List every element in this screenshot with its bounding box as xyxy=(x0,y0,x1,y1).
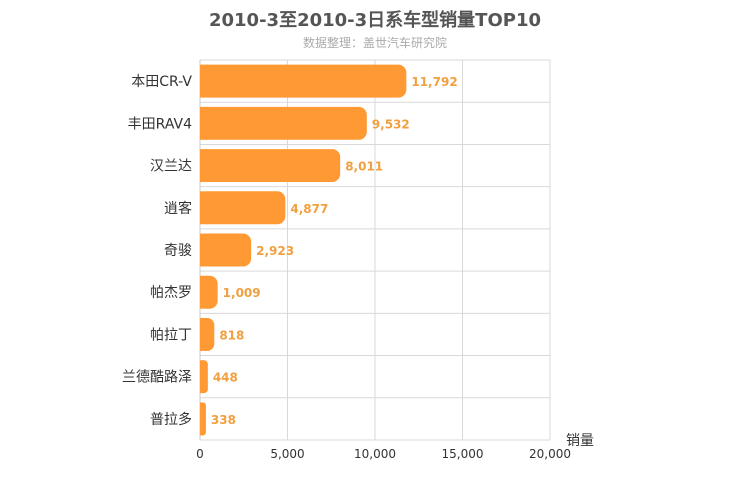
category-label: 奇骏 xyxy=(164,242,192,259)
bar xyxy=(200,107,367,140)
x-tick-label: 5,000 xyxy=(270,447,304,461)
value-label: 2,923 xyxy=(256,244,294,258)
value-label: 4,877 xyxy=(290,202,328,216)
bar-edge xyxy=(200,402,203,435)
value-label: 9,532 xyxy=(372,117,410,131)
value-label: 338 xyxy=(211,413,236,427)
category-label: 普拉多 xyxy=(150,411,192,428)
x-tick-label: 20,000 xyxy=(529,447,571,461)
bar xyxy=(200,191,285,224)
bar xyxy=(200,149,340,182)
bar-edge xyxy=(200,107,208,140)
x-tick-label: 15,000 xyxy=(442,447,484,461)
bar xyxy=(200,65,406,98)
value-label: 818 xyxy=(219,328,244,342)
value-label: 8,011 xyxy=(345,160,383,174)
x-tick-label: 0 xyxy=(196,447,204,461)
category-label: 逍客 xyxy=(164,200,192,217)
bar-edge xyxy=(200,191,208,224)
value-label: 11,792 xyxy=(411,75,457,89)
bar-edge xyxy=(200,149,208,182)
category-label: 汉兰达 xyxy=(150,159,192,175)
category-label: 帕杰罗 xyxy=(150,285,192,301)
bar-edge xyxy=(200,65,208,98)
category-label: 本田CR-V xyxy=(131,74,192,90)
x-axis-label: 销量 xyxy=(566,433,594,449)
bar-edge xyxy=(200,318,207,351)
x-tick-label: 10,000 xyxy=(354,447,396,461)
bar-edge xyxy=(200,360,204,393)
category-label: 丰田RAV4 xyxy=(128,116,192,132)
category-label: 兰德酷路泽 xyxy=(122,370,192,386)
bar-edge xyxy=(200,234,208,267)
value-label: 448 xyxy=(213,371,238,385)
category-label: 帕拉丁 xyxy=(150,327,192,343)
bar-edge xyxy=(200,276,208,309)
value-label: 1,009 xyxy=(223,286,261,300)
